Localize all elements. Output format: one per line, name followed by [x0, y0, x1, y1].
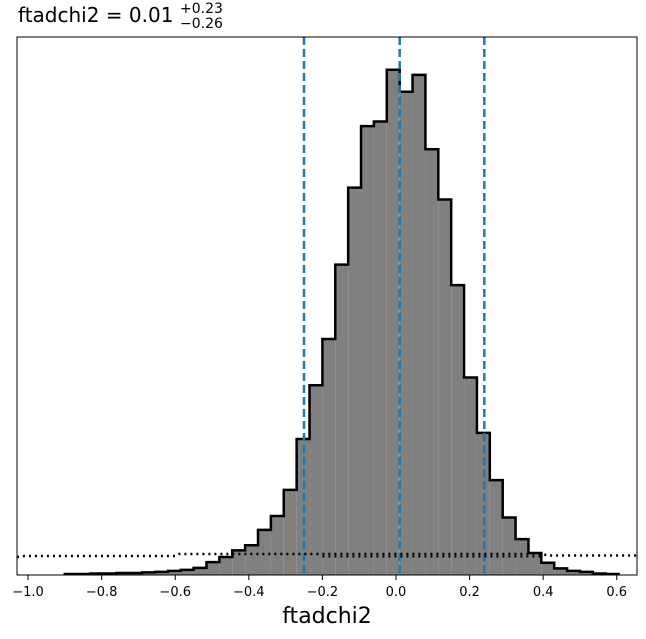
histogram-bar	[567, 570, 580, 575]
histogram-bar	[154, 571, 168, 575]
histogram-bar	[219, 557, 233, 575]
histogram-bar	[142, 572, 155, 575]
histogram-bar	[322, 339, 336, 575]
chart-title-main: ftadchi2 = 0.01	[18, 3, 173, 27]
histogram-bar	[270, 516, 284, 575]
x-tick-label: −0.8	[86, 585, 118, 600]
x-tick-label: −0.2	[307, 585, 339, 600]
histogram-bar	[438, 199, 452, 575]
histogram-bar	[502, 517, 516, 575]
x-tick-label: −0.4	[233, 585, 265, 600]
histogram-bar	[335, 264, 349, 575]
prior-curve	[16, 552, 637, 559]
histogram-bar	[476, 432, 490, 575]
histogram-bar	[232, 550, 246, 575]
x-tick-label: 0.2	[459, 585, 480, 600]
histogram-bar	[309, 385, 323, 575]
histogram-bar	[206, 562, 220, 575]
histogram-bar	[528, 552, 542, 575]
x-axis-label: ftadchi2	[282, 604, 372, 629]
quantile-lines	[302, 37, 486, 575]
histogram-bar	[361, 126, 374, 575]
histogram-bar	[489, 480, 503, 575]
histogram-bar	[245, 545, 259, 575]
histogram-bar	[399, 91, 413, 575]
histogram-bar	[373, 121, 387, 576]
histogram-bar	[258, 529, 271, 575]
histogram-bar	[451, 285, 465, 575]
x-tick-label: 0.6	[606, 585, 627, 600]
histogram-bar	[348, 187, 362, 575]
prior-line	[16, 552, 637, 559]
histogram-bar	[283, 489, 297, 575]
histogram-bar	[554, 568, 568, 575]
histogram-bar	[541, 562, 555, 575]
chart-title: ftadchi2 = 0.01	[18, 3, 173, 27]
chart-title-lower: −0.26	[180, 16, 223, 32]
x-tick-label: 0.4	[533, 585, 554, 600]
histogram-outline	[63, 68, 620, 576]
x-tick-label: −1.0	[12, 585, 44, 600]
histogram-bar	[412, 74, 426, 575]
x-tick-label: −0.6	[159, 585, 191, 600]
chart-title-upper: +0.23	[180, 1, 223, 17]
x-tick-label: 0.0	[386, 585, 407, 600]
histogram-bar	[386, 69, 400, 575]
histogram-bar	[579, 571, 593, 575]
histogram-bar	[425, 149, 439, 575]
histogram-bar	[464, 377, 477, 575]
histogram-bar	[180, 569, 194, 575]
histogram-bar	[193, 567, 207, 575]
histogram-layer	[63, 68, 620, 576]
x-axis: −1.0 −0.8 −0.6 −0.4 −0.2 0.0 0.2 0.4 0.6	[12, 575, 627, 600]
histogram-bar	[167, 570, 181, 575]
plot-frame	[16, 36, 638, 576]
